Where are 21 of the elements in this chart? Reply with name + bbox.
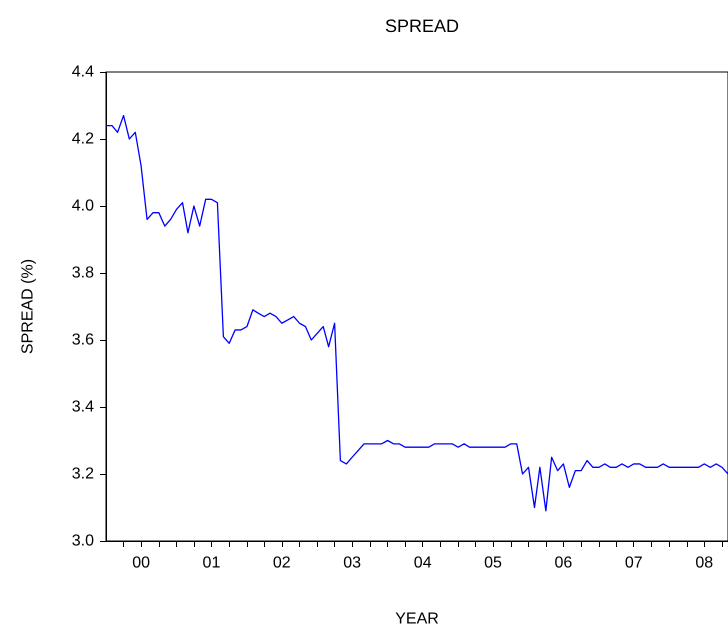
chart-title: SPREAD xyxy=(384,16,460,36)
x-tick-label: 05 xyxy=(484,554,502,572)
x-tick-label: 07 xyxy=(624,554,643,572)
x-axis-title: YEAR xyxy=(395,610,439,628)
y-tick-label: 3.0 xyxy=(72,532,94,550)
y-axis-title: SPREAD (%) xyxy=(20,258,36,354)
y-tick-label: 4.0 xyxy=(72,198,94,214)
y-tick-label: 3.2 xyxy=(72,466,94,482)
x-tick-label: 08 xyxy=(695,554,714,572)
y-tick-label: 3.8 xyxy=(72,264,94,282)
y-tick-label: 3.4 xyxy=(72,398,94,416)
y-tick-label: 4.4 xyxy=(72,64,94,80)
x-tick-label: 04 xyxy=(414,554,432,572)
line-series xyxy=(105,114,728,512)
x-tick-label: 01 xyxy=(202,554,220,572)
y-tick-label: 3.6 xyxy=(72,332,94,348)
x-tick-label: 06 xyxy=(554,554,572,572)
x-tick-label: 03 xyxy=(343,554,362,572)
x-tick-label: 02 xyxy=(272,554,291,572)
x-tick-label: 00 xyxy=(132,554,150,572)
y-tick-label: 4.2 xyxy=(72,130,94,148)
